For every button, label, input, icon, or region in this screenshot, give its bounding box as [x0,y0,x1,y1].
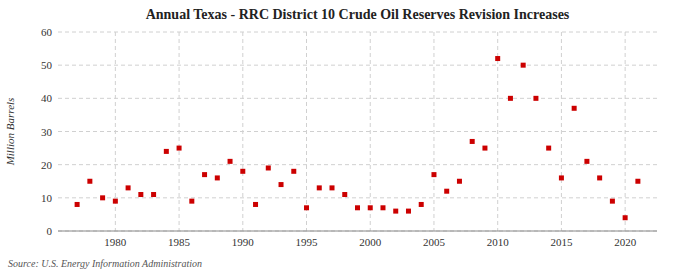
title: Annual Texas - RRC District 10 Crude Oil… [146,7,570,22]
point [431,172,436,177]
point [470,139,475,144]
y-grid-line [58,164,657,165]
x-tick-label: 2005 [423,236,446,248]
y-grid-line [58,65,657,66]
point [253,202,258,207]
y-tick-label: 50 [41,59,53,71]
point [610,199,615,204]
point [623,215,628,220]
point [635,179,640,184]
x-grid-line [306,32,307,231]
y-tick-label: 10 [41,192,53,204]
point [419,202,424,207]
x-tick-label: 2020 [614,236,637,248]
y-tick-label: 60 [41,26,53,38]
grid [58,32,657,231]
x-tick-label: 2015 [550,236,573,248]
point [177,146,182,151]
x-grid-line [179,32,180,231]
point [138,192,143,197]
x-axis-line [58,231,657,232]
x-grid-line [625,32,626,231]
point [521,63,526,68]
y-tick-label: 40 [41,92,53,104]
point [100,195,105,200]
point [482,146,487,151]
point [495,56,500,61]
x-grid-line [561,32,562,231]
point [342,192,347,197]
point [508,96,513,101]
point [597,175,602,180]
x-tick-label: 1980 [104,236,127,248]
y-tick-label: 0 [47,225,53,237]
x-tick-label: 1995 [296,236,319,248]
point [279,182,284,187]
point [304,205,309,210]
point [215,175,220,180]
y-axis-label: Million Barrels [4,98,16,167]
point [533,96,538,101]
point [228,159,233,164]
point [444,189,449,194]
point [584,159,589,164]
source-note: Source: U.S. Energy Information Administ… [8,258,202,269]
x-tick-label: 2000 [359,236,382,248]
point [113,199,118,204]
point [406,209,411,214]
point [202,172,207,177]
point [240,169,245,174]
point [317,185,322,190]
x-grid-line [497,32,498,231]
point [126,185,131,190]
point [572,106,577,111]
point [164,149,169,154]
point [291,169,296,174]
x-tick-label: 1990 [232,236,255,248]
y-grid-line [58,32,657,33]
point [380,205,385,210]
point [355,205,360,210]
point [393,209,398,214]
x-tick-label: 2010 [487,236,510,248]
point [546,146,551,151]
y-grid-line [58,197,657,198]
point [266,165,271,170]
y-tick-label: 30 [41,126,53,138]
y-tick-label: 20 [41,159,53,171]
point [75,202,80,207]
points [75,56,641,220]
point [330,185,335,190]
y-grid-line [58,131,657,132]
chart: 1980 1985 1990 1995 2000 2005 2010 2015 2020 0 10 2… [0,0,675,275]
y-grid-line [58,98,657,99]
point [151,192,156,197]
point [559,175,564,180]
point [368,205,373,210]
x-grid-line [370,32,371,231]
y-grid-line [58,231,657,232]
axes: 1980 1985 1990 1995 2000 2005 2010 2015 2020 0 10 2… [41,26,637,248]
point [457,179,462,184]
x-grid-line [242,32,243,231]
point [189,199,194,204]
x-tick-label: 1985 [168,236,191,248]
x-grid-line [433,32,434,231]
point [87,179,92,184]
